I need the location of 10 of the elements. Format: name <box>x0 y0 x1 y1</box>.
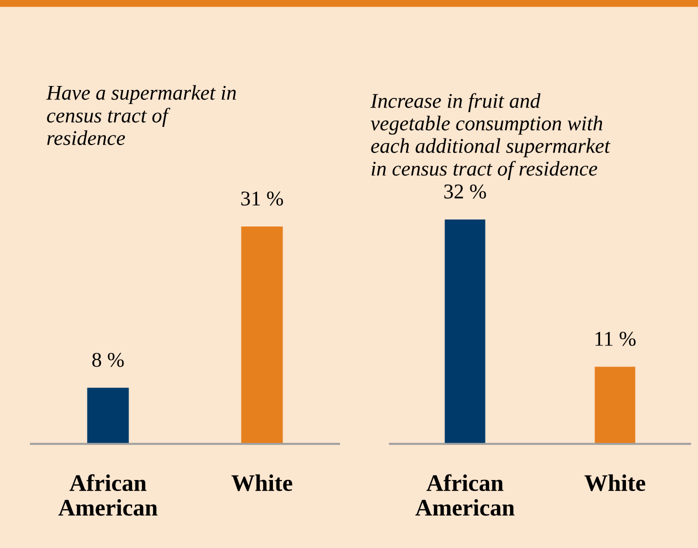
chart-title: Have a supermarket in census tract of residence <box>46 85 236 146</box>
x-tick-label: African American <box>415 474 514 516</box>
x-tick-label: African American <box>58 474 158 516</box>
data-label: 31 % <box>241 192 283 206</box>
x-tick-label: White <box>232 474 292 492</box>
data-label: 11 % <box>596 332 636 346</box>
x-tick-label: White <box>584 474 646 492</box>
data-label: 32 % <box>444 184 486 199</box>
data-label: 8 % <box>92 352 124 367</box>
chart-title: Increase in fruit and vegetable consumption with each additional supermarket in census tract of residence <box>370 93 610 180</box>
